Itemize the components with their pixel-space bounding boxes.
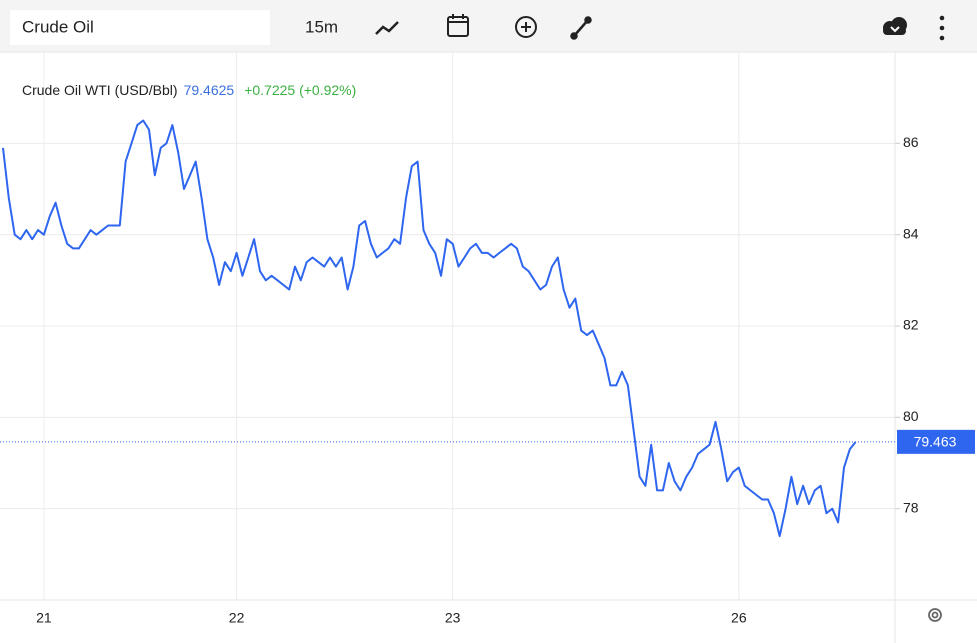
legend: Crude Oil WTI (USD/Bbl) 79.4625 +0.7225 (+… <box>22 82 356 98</box>
x-tick-label: 23 <box>445 610 461 626</box>
chart-type-icon[interactable] <box>375 21 399 35</box>
symbol-text[interactable]: Crude Oil <box>22 17 94 36</box>
y-tick-label: 80 <box>903 408 919 424</box>
add-indicator-icon[interactable] <box>515 16 537 38</box>
calendar-icon[interactable] <box>447 14 469 37</box>
draw-icon[interactable] <box>570 16 592 40</box>
legend-change: +0.7225 (+0.92%) <box>244 82 356 98</box>
y-tick-label: 84 <box>903 225 919 241</box>
menu-icon[interactable] <box>939 15 945 41</box>
legend-title: Crude Oil WTI (USD/Bbl) <box>22 82 178 98</box>
last-price-label: 79.463 <box>914 434 957 450</box>
y-tick-label: 78 <box>903 499 919 515</box>
last-price-tag <box>897 429 975 454</box>
y-tick-label: 82 <box>903 317 919 333</box>
y-tick-label: 86 <box>903 134 919 150</box>
download-icon[interactable] <box>883 17 907 35</box>
legend-price: 79.4625 <box>184 82 235 98</box>
x-tick-label: 26 <box>731 610 747 626</box>
symbol-search[interactable] <box>10 10 270 45</box>
grid <box>0 52 895 600</box>
x-tick-label: 22 <box>229 610 245 626</box>
x-tick-label: 21 <box>36 610 52 626</box>
interval[interactable]: 15m <box>305 17 338 36</box>
price-line <box>2 119 857 538</box>
settings-icon[interactable] <box>928 608 942 622</box>
